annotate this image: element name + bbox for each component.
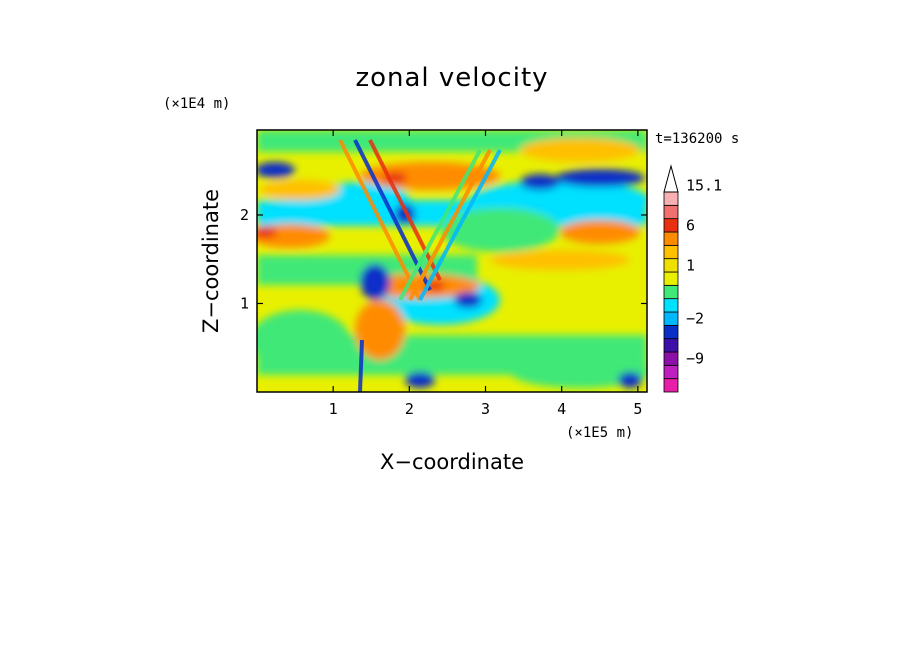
field-blob bbox=[360, 264, 390, 300]
chart-title: zonal velocity bbox=[355, 63, 548, 93]
colorbar-label: 15.1 bbox=[686, 176, 722, 194]
colorbar-segment bbox=[663, 378, 679, 393]
field-blob bbox=[260, 180, 340, 200]
x-scale-label: (×1E5 m) bbox=[566, 425, 633, 441]
colorbar-segment bbox=[663, 351, 679, 366]
colorbar-segment bbox=[663, 271, 679, 286]
colorbar-segment bbox=[663, 204, 679, 220]
colorbar-label: −9 bbox=[686, 350, 704, 368]
colorbar-label: −2 bbox=[686, 310, 704, 328]
field-blob bbox=[257, 310, 350, 370]
field-blob bbox=[405, 372, 435, 388]
colorbar: 15.1 6 1 −2 −9 bbox=[663, 164, 722, 393]
colorbar-segment bbox=[663, 338, 679, 353]
field-blob bbox=[360, 274, 480, 298]
colorbar-segment bbox=[663, 364, 679, 380]
x-ticks: 1 2 3 4 5 bbox=[329, 130, 642, 418]
colorbar-label: 1 bbox=[686, 256, 695, 274]
colorbar-segment bbox=[663, 218, 679, 233]
field-blob bbox=[520, 174, 560, 190]
colorbar-segment bbox=[663, 244, 679, 260]
x-tick-label: 4 bbox=[557, 400, 566, 418]
x-tick-label: 3 bbox=[481, 400, 490, 418]
field-blob bbox=[555, 169, 645, 187]
contour-field bbox=[257, 130, 647, 388]
colorbar-segment bbox=[663, 311, 679, 326]
colorbar-arrow bbox=[663, 164, 679, 193]
field-blob bbox=[257, 162, 295, 178]
wave-beam bbox=[368, 139, 442, 281]
plot-frame bbox=[256, 129, 648, 393]
wave-beam bbox=[408, 149, 492, 301]
plot-area bbox=[257, 130, 647, 392]
colorbar-label: 6 bbox=[686, 216, 695, 234]
colorbar-segment bbox=[663, 191, 679, 206]
x-tick-label: 2 bbox=[405, 400, 414, 418]
y-axis-label: Z−coordinate bbox=[199, 189, 223, 333]
y-ticks: 12 bbox=[240, 206, 647, 312]
field-blob bbox=[618, 372, 642, 388]
x-tick-label: 5 bbox=[633, 400, 642, 418]
field-blob bbox=[490, 250, 630, 270]
colorbar-segment bbox=[663, 231, 679, 246]
colorbar-segment bbox=[663, 284, 679, 300]
colorbar-segment bbox=[663, 298, 679, 313]
y-tick-label: 1 bbox=[240, 294, 249, 312]
field-blob bbox=[257, 226, 277, 238]
field-blob bbox=[560, 220, 640, 244]
field-blob bbox=[440, 208, 560, 252]
colorbar-segment bbox=[663, 324, 679, 340]
wave-beam bbox=[398, 149, 482, 301]
time-label: t=136200 s bbox=[655, 131, 739, 147]
y-tick-label: 2 bbox=[240, 206, 249, 224]
field-blob bbox=[355, 300, 405, 360]
wave-beam bbox=[418, 149, 502, 301]
field-blob bbox=[510, 356, 647, 388]
wave-beam bbox=[338, 139, 422, 301]
field-blob bbox=[520, 138, 640, 162]
wave-beam bbox=[358, 339, 364, 392]
x-tick-label: 1 bbox=[329, 400, 338, 418]
wave-beams bbox=[338, 139, 502, 392]
colorbar-segment bbox=[663, 258, 679, 273]
y-scale-label: (×1E4 m) bbox=[163, 96, 230, 112]
x-axis-label: X−coordinate bbox=[380, 450, 524, 474]
field-blob bbox=[454, 292, 482, 308]
